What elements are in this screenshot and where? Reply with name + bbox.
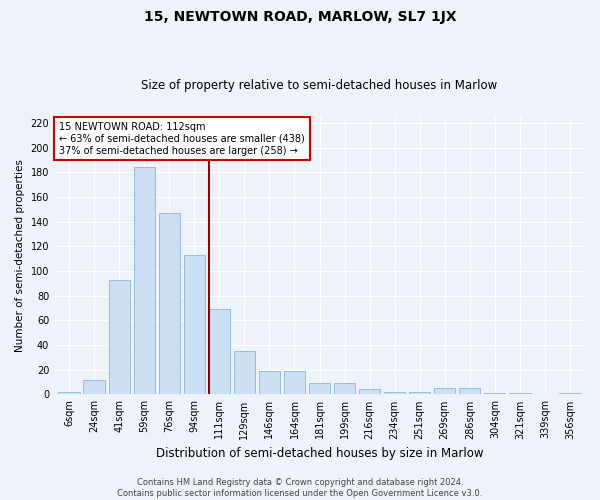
Text: Contains HM Land Registry data © Crown copyright and database right 2024.
Contai: Contains HM Land Registry data © Crown c… xyxy=(118,478,482,498)
Bar xyxy=(284,371,305,394)
Bar xyxy=(559,393,581,394)
Bar xyxy=(109,280,130,394)
Bar xyxy=(134,168,155,394)
Bar xyxy=(158,213,180,394)
Bar xyxy=(83,380,105,394)
Bar xyxy=(384,392,406,394)
Bar xyxy=(58,392,80,394)
Bar xyxy=(484,393,505,394)
Y-axis label: Number of semi-detached properties: Number of semi-detached properties xyxy=(15,159,25,352)
Bar xyxy=(434,388,455,394)
Bar xyxy=(309,384,330,394)
Bar xyxy=(459,388,481,394)
X-axis label: Distribution of semi-detached houses by size in Marlow: Distribution of semi-detached houses by … xyxy=(156,447,483,460)
Bar xyxy=(359,390,380,394)
Title: Size of property relative to semi-detached houses in Marlow: Size of property relative to semi-detach… xyxy=(142,79,497,92)
Bar xyxy=(334,384,355,394)
Bar xyxy=(259,371,280,394)
Bar xyxy=(209,310,230,394)
Text: 15 NEWTOWN ROAD: 112sqm
← 63% of semi-detached houses are smaller (438)
37% of s: 15 NEWTOWN ROAD: 112sqm ← 63% of semi-de… xyxy=(59,122,305,156)
Bar xyxy=(509,393,530,394)
Bar xyxy=(409,392,430,394)
Bar xyxy=(234,351,255,395)
Text: 15, NEWTOWN ROAD, MARLOW, SL7 1JX: 15, NEWTOWN ROAD, MARLOW, SL7 1JX xyxy=(143,10,457,24)
Bar xyxy=(184,255,205,394)
